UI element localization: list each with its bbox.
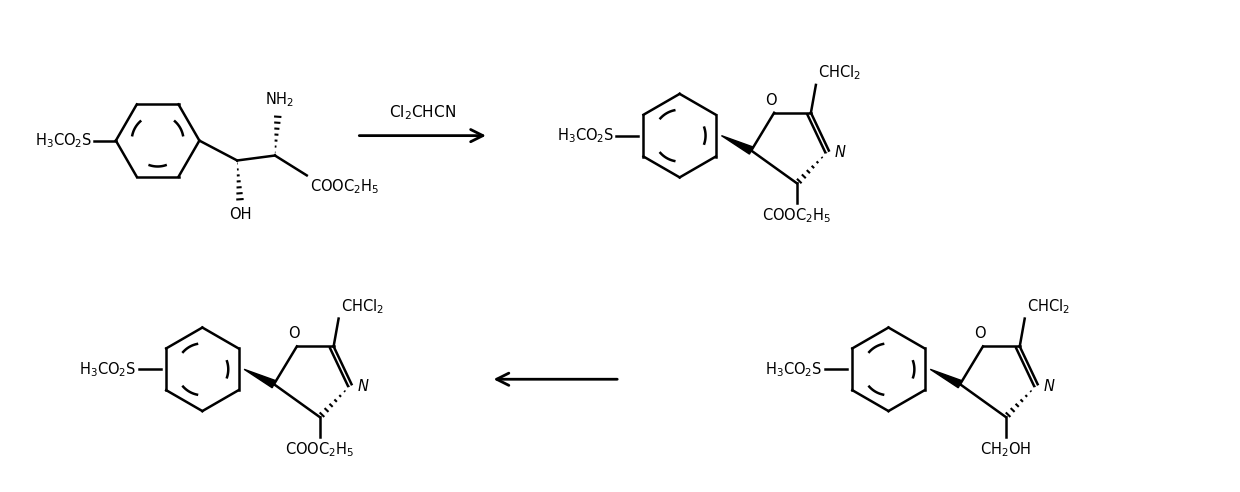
Text: COOC$_2$H$_5$: COOC$_2$H$_5$ [285, 440, 355, 459]
Text: COOC$_2$H$_5$: COOC$_2$H$_5$ [310, 178, 379, 196]
Text: N: N [1044, 379, 1054, 394]
Polygon shape [722, 136, 753, 154]
Text: CHCl$_2$: CHCl$_2$ [818, 63, 861, 82]
Text: O: O [975, 327, 986, 341]
Text: N: N [835, 145, 846, 160]
Text: O: O [288, 327, 300, 341]
Polygon shape [930, 369, 962, 388]
Text: NH$_2$: NH$_2$ [265, 90, 294, 109]
Text: OH: OH [229, 207, 252, 222]
Polygon shape [244, 369, 275, 388]
Text: CHCl$_2$: CHCl$_2$ [1027, 297, 1070, 315]
Text: H$_3$CO$_2$S: H$_3$CO$_2$S [35, 131, 92, 150]
Text: H$_3$CO$_2$S: H$_3$CO$_2$S [79, 360, 136, 379]
Text: CH$_2$OH: CH$_2$OH [980, 440, 1032, 459]
Text: COOC$_2$H$_5$: COOC$_2$H$_5$ [763, 206, 832, 225]
Text: CHCl$_2$: CHCl$_2$ [341, 297, 383, 315]
Text: H$_3$CO$_2$S: H$_3$CO$_2$S [765, 360, 823, 379]
Text: Cl$_2$CHCN: Cl$_2$CHCN [389, 103, 456, 122]
Text: O: O [765, 93, 777, 108]
Text: H$_3$CO$_2$S: H$_3$CO$_2$S [557, 126, 614, 145]
Text: N: N [357, 379, 368, 394]
